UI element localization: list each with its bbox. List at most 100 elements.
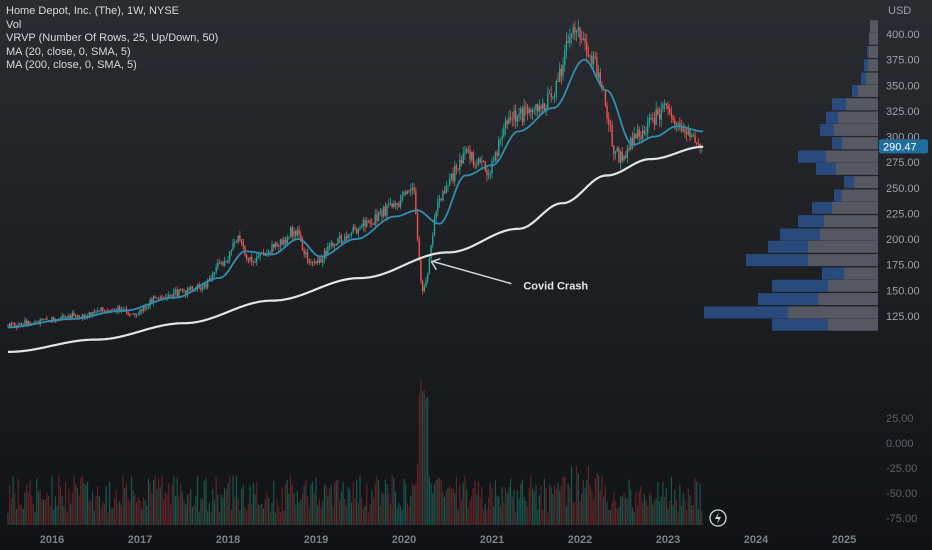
legend-ma200[interactable]: MA (200, close, 0, SMA, 5) xyxy=(6,59,137,71)
candle-body xyxy=(220,262,222,264)
volume-bar xyxy=(266,492,268,525)
volume-bar xyxy=(523,496,525,525)
price-tick-label: 175.00 xyxy=(886,260,920,272)
legend-vol[interactable]: Vol xyxy=(6,18,22,31)
volume-bar xyxy=(190,489,192,525)
volume-bar xyxy=(115,490,117,525)
volume-bar xyxy=(142,497,144,525)
candle-body xyxy=(492,160,495,162)
volume-bar xyxy=(42,499,45,525)
candle-body xyxy=(388,204,390,205)
candle-body xyxy=(34,321,36,323)
volume-bar xyxy=(220,494,222,525)
candle-body xyxy=(328,245,331,247)
volume-bar xyxy=(227,483,229,525)
volume-bar xyxy=(423,389,425,525)
volume-bar xyxy=(427,396,429,525)
volume-bar xyxy=(20,505,23,525)
candle-body xyxy=(332,242,334,247)
legend-ma20[interactable]: MA (20, close, 0, SMA, 5) xyxy=(6,45,131,58)
vrvp-down-bar xyxy=(870,20,878,33)
volume-bar xyxy=(259,504,261,525)
candle-body xyxy=(609,124,612,126)
vrvp-up-bar xyxy=(798,215,824,228)
legend-title[interactable]: Home Depot, Inc. (The), 1W, NYSE xyxy=(6,5,180,17)
candle-body xyxy=(41,319,43,321)
candle-body xyxy=(20,323,23,327)
volume-bar xyxy=(98,496,100,525)
volume-bar xyxy=(288,493,290,525)
vrvp-down-bar xyxy=(788,306,878,319)
candle-body xyxy=(565,41,568,51)
volume-bar xyxy=(46,492,48,525)
volume-bar xyxy=(489,483,491,525)
candle-body xyxy=(465,149,468,153)
candle-body xyxy=(486,170,488,176)
volume-bar xyxy=(144,499,146,525)
volume-bar xyxy=(224,487,226,525)
candle-body xyxy=(173,291,175,297)
candle-body xyxy=(355,229,358,234)
candle-body xyxy=(100,307,102,312)
volume-bar xyxy=(166,493,168,525)
year-label: 2021 xyxy=(480,534,504,546)
candle-body xyxy=(393,203,395,208)
candle-body xyxy=(699,144,701,147)
candle-body xyxy=(508,117,510,125)
candle-body xyxy=(636,129,639,139)
volume-bar xyxy=(325,485,327,525)
candle-body xyxy=(61,315,63,320)
volume-bar xyxy=(438,477,441,525)
candle-body xyxy=(154,296,156,298)
volume-bar xyxy=(535,484,537,525)
volume-bar xyxy=(430,483,432,525)
vrvp-up-bar xyxy=(772,318,828,331)
volume-bar xyxy=(493,506,495,525)
candle-body xyxy=(482,161,485,163)
volume-bar xyxy=(146,505,148,525)
volume-bar xyxy=(626,499,628,525)
candle-body xyxy=(548,93,551,95)
candle-body xyxy=(103,311,106,312)
volume-bar xyxy=(198,511,200,525)
volume-bar xyxy=(102,501,104,525)
volume-bar xyxy=(205,478,207,525)
volume-bar xyxy=(701,511,703,525)
vrvp-down-bar xyxy=(858,84,878,97)
volume-bar xyxy=(604,485,606,525)
volume-bar xyxy=(603,496,605,525)
vrvp-down-bar xyxy=(808,240,878,253)
candle-body xyxy=(670,112,673,116)
volume-bar xyxy=(477,481,480,525)
candle-body xyxy=(611,125,613,146)
vrvp-down-bar xyxy=(808,254,878,267)
volume-bar xyxy=(555,489,557,525)
volume-bar xyxy=(532,488,534,525)
candle-body xyxy=(291,227,294,237)
price-tick-label: 350.00 xyxy=(886,80,920,92)
candle-body xyxy=(49,321,52,323)
candle-body xyxy=(27,321,30,325)
volume-bar xyxy=(537,509,539,525)
volume-bar xyxy=(196,476,199,525)
volume-bar xyxy=(450,489,452,525)
volume-bar xyxy=(117,503,119,525)
candle-body xyxy=(308,260,310,263)
candle-body xyxy=(320,258,322,263)
volume-bar xyxy=(252,482,254,525)
candle-body xyxy=(655,109,657,125)
legend-vrvp[interactable]: VRVP (Number Of Rows, 25, Up/Down, 50) xyxy=(6,32,219,44)
candle-body xyxy=(689,128,691,137)
volume-bar xyxy=(93,510,95,525)
candle-body xyxy=(107,310,109,312)
volume-bar xyxy=(229,476,231,525)
candle-body xyxy=(560,68,563,77)
candle-body xyxy=(276,242,278,247)
volume-bars xyxy=(7,380,703,525)
volume-bar xyxy=(406,503,408,525)
volume-bar xyxy=(78,495,80,525)
vrvp-down-bar xyxy=(869,32,878,45)
volume-bar xyxy=(207,511,209,525)
volume-bar xyxy=(90,501,92,525)
